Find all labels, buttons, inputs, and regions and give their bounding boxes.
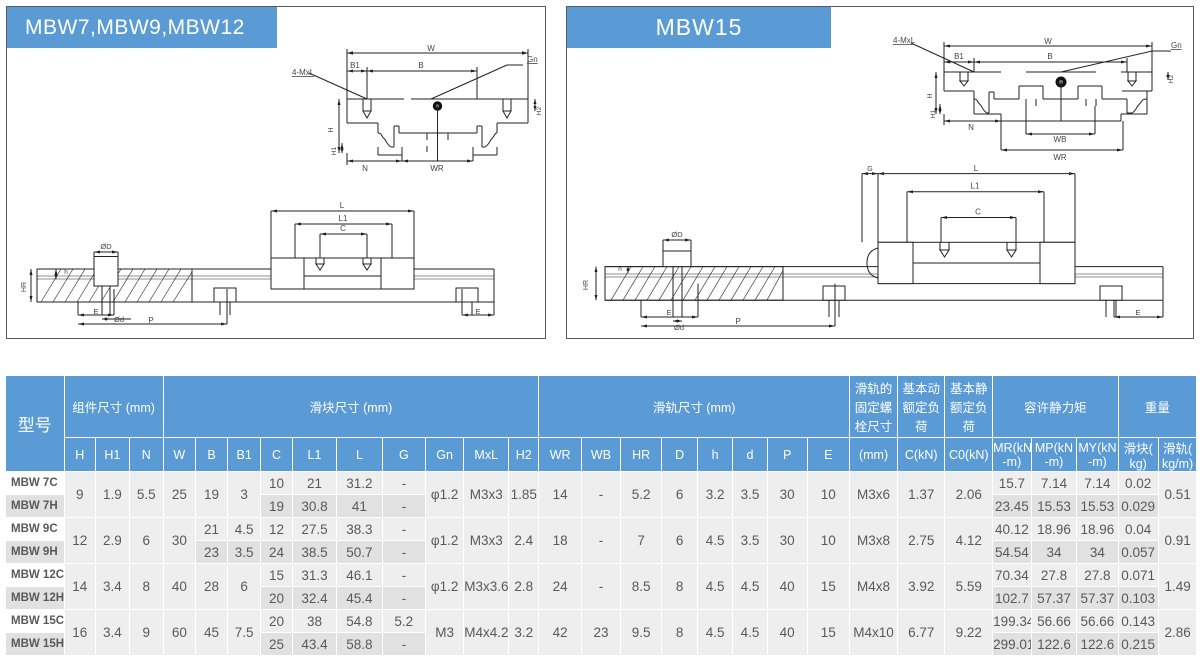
svg-text:B1: B1 [350,61,360,70]
svg-text:E: E [1135,308,1140,317]
svg-text:L: L [340,201,345,210]
svg-text:H: H [927,93,934,98]
svg-text:H1: H1 [331,146,338,155]
svg-text:Gn: Gn [1171,41,1182,50]
svg-text:HR: HR [583,280,590,290]
svg-text:H2: H2 [536,106,543,115]
svg-text:4-MxL: 4-MxL [893,36,916,45]
svg-text:ØD: ØD [671,230,683,239]
svg-text:h: h [64,269,68,276]
svg-text:N: N [362,164,368,173]
svg-text:WB: WB [1054,135,1067,144]
svg-text:H2: H2 [1168,74,1175,83]
svg-text:WR: WR [1053,153,1067,162]
svg-text:WR: WR [430,164,444,173]
svg-text:E: E [666,308,671,317]
svg-text:Ød: Ød [674,323,684,332]
svg-text:L1: L1 [971,182,980,191]
svg-text:N: N [968,123,974,132]
svg-text:L: L [974,164,979,173]
svg-text:H1: H1 [930,109,937,118]
svg-text:ØD: ØD [100,242,112,251]
svg-text:W: W [427,44,435,53]
svg-text:G: G [867,166,872,173]
svg-text:B: B [1047,52,1052,61]
svg-text:C: C [340,224,346,233]
svg-text:E: E [93,307,98,316]
svg-text:L1: L1 [339,214,348,223]
svg-text:B1: B1 [954,52,964,61]
svg-text:P: P [148,316,153,325]
svg-text:H: H [328,127,335,132]
svg-text:4-MxL: 4-MxL [292,68,315,77]
svg-text:Gn: Gn [527,55,538,64]
svg-text:W: W [1044,37,1052,46]
svg-text:h: h [618,266,622,273]
svg-text:HR: HR [21,282,28,292]
svg-text:C: C [975,208,981,217]
svg-text:E: E [475,307,480,316]
svg-text:P: P [735,317,740,326]
svg-text:B: B [418,61,423,70]
svg-text:Ød: Ød [114,315,124,324]
